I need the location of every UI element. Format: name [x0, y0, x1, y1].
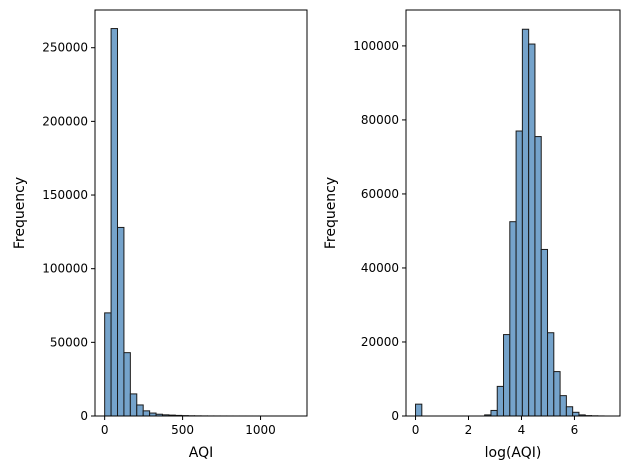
- x-tick-label: 0: [101, 423, 109, 437]
- x-tick-label: 1000: [245, 423, 276, 437]
- y-tick-label: 150000: [42, 188, 88, 202]
- x-tick-label: 0: [412, 423, 420, 437]
- histogram-bar: [416, 404, 422, 416]
- x-tick-label: 4: [518, 423, 526, 437]
- histogram-bar: [130, 394, 136, 416]
- histogram-bar: [560, 396, 566, 416]
- histogram-bar: [143, 411, 149, 416]
- histogram-bar: [105, 313, 111, 416]
- histogram-bar: [535, 137, 541, 416]
- histogram-bar: [137, 405, 143, 416]
- histogram-bar: [516, 131, 522, 416]
- histogram-bar: [497, 386, 503, 416]
- histogram-bar: [554, 372, 560, 416]
- histogram-log-aqi: log(AQI) Frequency 0 2 4 6 0 20000 40000 60000 8…: [323, 10, 620, 461]
- histogram-bar: [529, 44, 535, 416]
- y-axis-label: Frequency: [12, 177, 28, 249]
- x-tick-label: 500: [171, 423, 194, 437]
- histogram-bar: [504, 335, 510, 416]
- y-tick-label: 250000: [42, 41, 88, 55]
- y-tick-label: 200000: [42, 114, 88, 128]
- histogram-bar: [541, 249, 547, 416]
- histogram-bar: [548, 333, 554, 416]
- histogram-aqi: AQI Frequency 0 500 1000 0 50000 100000 150000…: [12, 10, 307, 461]
- histogram-bar: [491, 410, 497, 416]
- y-tick-label: 60000: [361, 187, 399, 201]
- x-tick-label: 2: [465, 423, 473, 437]
- histogram-bar: [111, 29, 117, 416]
- x-axis-label: AQI: [189, 445, 213, 461]
- x-axis-label: log(AQI): [485, 445, 542, 461]
- y-tick-label: 100000: [42, 262, 88, 276]
- y-tick-label: 80000: [361, 113, 399, 127]
- y-tick-label: 50000: [50, 335, 88, 349]
- y-axis-label: Frequency: [323, 177, 339, 249]
- y-tick-label: 20000: [361, 335, 399, 349]
- histogram-bar: [522, 29, 528, 416]
- histogram-bar: [573, 412, 579, 416]
- y-tick-label: 0: [80, 409, 88, 423]
- x-tick-label: 6: [571, 423, 579, 437]
- y-tick-label: 0: [391, 409, 399, 423]
- histogram-bar: [566, 407, 572, 416]
- histogram-bar: [124, 353, 130, 416]
- y-tick-label: 100000: [353, 39, 399, 53]
- y-tick-label: 40000: [361, 261, 399, 275]
- histogram-bar: [118, 227, 124, 416]
- histogram-bar: [510, 222, 516, 416]
